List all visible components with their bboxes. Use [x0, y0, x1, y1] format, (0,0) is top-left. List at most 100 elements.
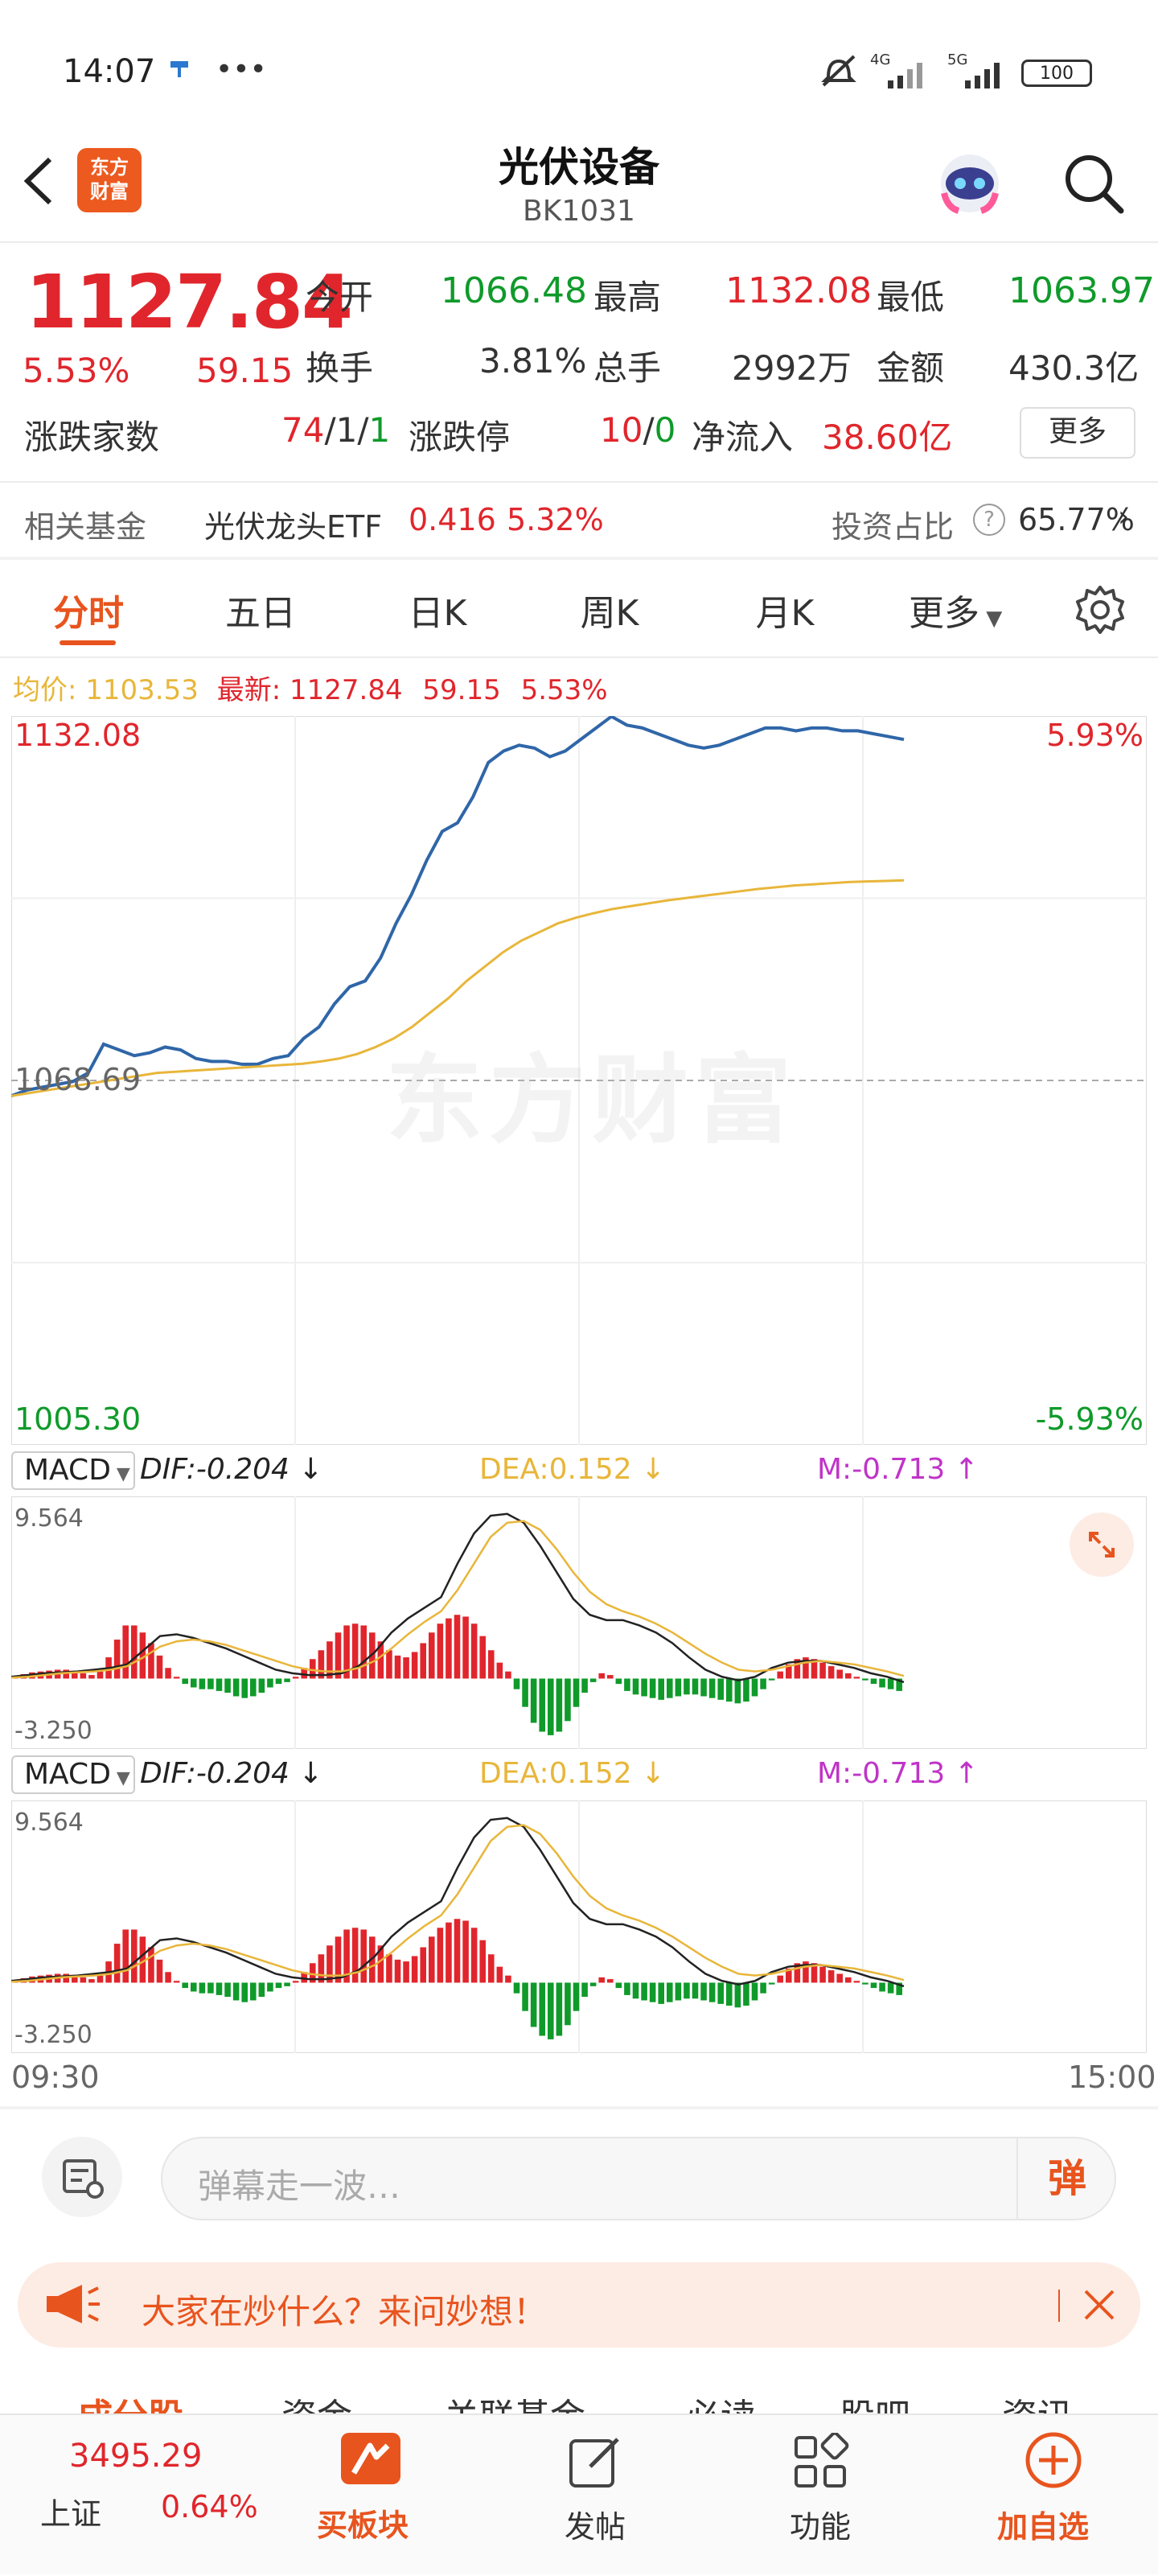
- macd-bar: [292, 1677, 299, 1679]
- macd-bar: [156, 1959, 163, 1983]
- macd-bar: [836, 1669, 843, 1679]
- ask-banner[interactable]: 大家在炒什么？来问妙想！: [18, 2262, 1140, 2348]
- macd-bar: [870, 1678, 877, 1685]
- macd-bar: [734, 1678, 741, 1704]
- page-title: 光伏设备: [499, 144, 659, 191]
- danmaku-settings-icon[interactable]: [42, 2137, 122, 2217]
- latest-label: 最新:: [216, 674, 281, 706]
- back-icon[interactable]: [19, 153, 60, 209]
- tab-more[interactable]: 更多 ▼: [909, 593, 1003, 634]
- index-value: 3495.29: [69, 2438, 203, 2475]
- close-icon[interactable]: [1079, 2285, 1119, 2325]
- macd-bar: [199, 1678, 206, 1689]
- latest-change: 59.15: [422, 674, 501, 706]
- limit-label: 涨跌停: [409, 418, 511, 457]
- y-top-pct: 5.93%: [1046, 718, 1144, 753]
- sub-tab-components[interactable]: 成分股: [77, 2388, 183, 2413]
- macd-bar: [182, 1678, 188, 1685]
- macd-bar: [462, 1616, 469, 1679]
- macd-bottom-label-1: -3.250: [14, 1717, 92, 1745]
- macd-bar: [598, 1977, 605, 1983]
- index-pct: 0.64%: [161, 2489, 258, 2525]
- macd-bar: [191, 1678, 197, 1688]
- sub-tab-must-read[interactable]: 必读: [685, 2388, 756, 2413]
- sub-tab-news[interactable]: 资讯: [1002, 2388, 1073, 2413]
- macd-chart-svg-2: [11, 1800, 1147, 2053]
- macd-bar: [649, 1678, 656, 1698]
- macd-bar: [165, 1668, 171, 1679]
- tab-monthly-k[interactable]: 月K: [755, 593, 815, 634]
- expand-icon[interactable]: [1070, 1512, 1134, 1577]
- macd-bar: [887, 1982, 894, 1994]
- nav-buy-board[interactable]: 买板块: [298, 2415, 442, 2576]
- macd-bar: [760, 1982, 766, 1994]
- tab-five-day[interactable]: 五日: [225, 593, 296, 634]
- macd-bar: [513, 1982, 520, 1994]
- post-label: 发帖: [565, 2509, 626, 2545]
- macd-bar: [139, 1632, 146, 1679]
- chart-info-line: 均价: 1103.53 最新: 1127.84 59.15 5.53%: [13, 668, 608, 707]
- macd-bar: [479, 1636, 486, 1679]
- settings-gear-icon[interactable]: [1074, 584, 1126, 636]
- nav-function[interactable]: 功能: [748, 2415, 893, 2576]
- index-ticker[interactable]: 3495.29 上证 0.64%: [0, 2415, 258, 2576]
- help-icon[interactable]: ?: [973, 504, 1005, 536]
- sub-tab-related-funds[interactable]: 关联基金: [444, 2388, 585, 2413]
- buy-board-label: 买板块: [317, 2508, 409, 2543]
- macd-selector-1[interactable]: MACD ▼: [11, 1451, 135, 1490]
- macd-bar: [80, 1977, 87, 1983]
- macd-bar: [692, 1982, 699, 1999]
- macd-bar: [488, 1650, 495, 1679]
- nav-add-watchlist[interactable]: 加自选: [973, 2415, 1134, 2576]
- macd-bar: [207, 1982, 214, 1994]
- macd-bar: [420, 1947, 426, 1983]
- macd-selector-2[interactable]: MACD ▼: [11, 1755, 135, 1794]
- macd-dif-line: [11, 1817, 905, 1988]
- macd-bar: [351, 1928, 359, 1983]
- macd-bar: [675, 1678, 682, 1697]
- tab-active-indicator: [60, 640, 116, 645]
- macd-bar: [258, 1982, 265, 1998]
- change-value: 59.15: [196, 351, 294, 390]
- more-button[interactable]: 更多: [1020, 407, 1135, 459]
- macd-bar: [335, 1632, 342, 1679]
- related-fund-row[interactable]: 相关基金 光伏龙头ETF 0.416 5.32% 投资占比 ? 65.77% ›: [0, 483, 1158, 555]
- signal-4g-icon: 4G: [868, 51, 933, 92]
- macd-bar: [216, 1678, 223, 1691]
- tab-intraday[interactable]: 分时: [53, 593, 124, 634]
- macd-bar: [717, 1678, 724, 1700]
- robot-assistant-icon[interactable]: [931, 143, 1008, 220]
- tab-weekly-k[interactable]: 周K: [580, 593, 639, 634]
- sub-tab-forum[interactable]: 股吧: [840, 2388, 910, 2413]
- chevron-right-icon[interactable]: ›: [1118, 500, 1130, 533]
- macd-bar: [131, 1625, 138, 1679]
- open-label: 今开: [306, 278, 374, 317]
- macd-bar: [386, 1954, 392, 1983]
- macd-bar: [148, 1947, 154, 1983]
- banner-text: 大家在炒什么？来问妙想！: [142, 2292, 548, 2331]
- macd-bar: [530, 1678, 537, 1723]
- fund-name[interactable]: 光伏龙头ETF: [204, 509, 383, 545]
- sub-tabs: 成分股 资金 关联基金 必读 股吧 资讯: [0, 2378, 1158, 2413]
- macd-bar: [148, 1643, 154, 1679]
- ratio-label: 投资占比: [832, 509, 955, 545]
- fund-price: 0.416: [409, 502, 496, 537]
- index-name: 上证: [40, 2496, 102, 2532]
- breadth-label: 涨跌家数: [24, 418, 160, 457]
- nav-post[interactable]: 发帖: [523, 2415, 667, 2576]
- macd-bar: [548, 1982, 554, 2039]
- sub-tab-funds[interactable]: 资金: [281, 2388, 352, 2413]
- macd-bar: [326, 1641, 333, 1679]
- search-icon[interactable]: [1060, 150, 1126, 216]
- tab-daily-k[interactable]: 日K: [408, 593, 467, 634]
- danmaku-input[interactable]: 弹幕走一波… 弹: [161, 2137, 1116, 2220]
- intraday-price-chart[interactable]: 东方财富 1132.08 5.93% 1068.69 1005.30 -5.93…: [11, 716, 1147, 1445]
- macd-bar: [429, 1632, 435, 1679]
- macd-bar: [318, 1954, 325, 1983]
- macd-bar: [589, 1678, 597, 1682]
- macd-bar: [581, 1982, 588, 1998]
- macd-bar: [394, 1655, 401, 1679]
- macd-bar: [581, 1678, 588, 1693]
- danmaku-send-button[interactable]: 弹: [1016, 2138, 1116, 2219]
- macd-bar: [72, 1975, 78, 1983]
